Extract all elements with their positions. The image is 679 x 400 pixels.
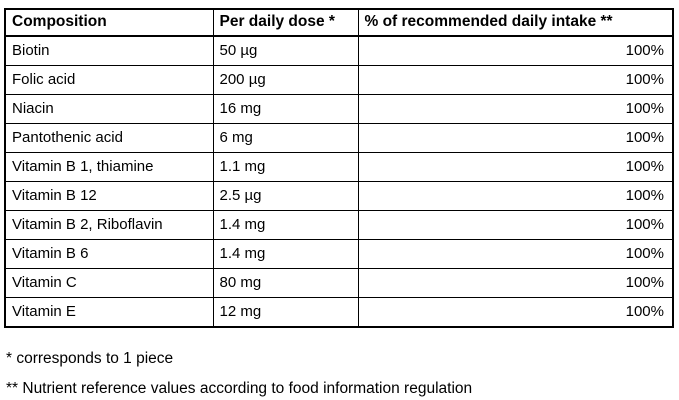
intake-cell: 100% [357, 65, 674, 95]
table-row: Pantothenic acid 6 mg 100% [4, 123, 674, 153]
intake-cell: 100% [357, 239, 674, 269]
nutrient-name-cell: Vitamin B 6 [4, 239, 214, 269]
nutrient-name-cell: Pantothenic acid [4, 123, 214, 153]
nutrient-name-cell: Biotin [4, 35, 214, 66]
intake-cell: 100% [357, 152, 674, 182]
header-per-daily-dose: Per daily dose * [212, 8, 359, 37]
footnote-dose: * corresponds to 1 piece [6, 350, 174, 367]
intake-cell: 100% [357, 297, 674, 328]
table-row: Vitamin B 12 2.5 µg 100% [4, 181, 674, 211]
table-row: Vitamin C 80 mg 100% [4, 268, 674, 298]
dose-cell: 16 mg [212, 94, 359, 124]
dose-cell: 1.4 mg [212, 210, 359, 240]
dose-cell: 2.5 µg [212, 181, 359, 211]
intake-cell: 100% [357, 35, 674, 66]
table-row: Niacin 16 mg 100% [4, 94, 674, 124]
intake-cell: 100% [357, 123, 674, 153]
nutrient-name-cell: Vitamin E [4, 297, 214, 328]
dose-cell: 1.1 mg [212, 152, 359, 182]
header-intake-percent: % of recommended daily intake ** [357, 8, 674, 37]
nutrient-name-cell: Vitamin C [4, 268, 214, 298]
dose-cell: 6 mg [212, 123, 359, 153]
composition-table-body: Biotin 50 µg 100% Folic acid 200 µg 100%… [4, 35, 674, 328]
table-row: Folic acid 200 µg 100% [4, 65, 674, 95]
header-row: Composition Per daily dose * % of recomm… [4, 8, 674, 37]
intake-cell: 100% [357, 94, 674, 124]
footnote-nutrient-reference: ** Nutrient reference values according t… [6, 380, 473, 397]
dose-cell: 50 µg [212, 35, 359, 66]
dose-cell: 200 µg [212, 65, 359, 95]
intake-cell: 100% [357, 210, 674, 240]
nutrient-name-cell: Vitamin B 1, thiamine [4, 152, 214, 182]
dose-cell: 1.4 mg [212, 239, 359, 269]
dose-cell: 12 mg [212, 297, 359, 328]
dose-cell: 80 mg [212, 268, 359, 298]
header-composition: Composition [4, 8, 214, 37]
composition-table-header: Composition Per daily dose * % of recomm… [4, 8, 674, 37]
nutrient-name-cell: Niacin [4, 94, 214, 124]
table-row: Vitamin B 1, thiamine 1.1 mg 100% [4, 152, 674, 182]
intake-cell: 100% [357, 181, 674, 211]
table-row: Vitamin B 2, Riboflavin 1.4 mg 100% [4, 210, 674, 240]
table-row: Biotin 50 µg 100% [4, 35, 674, 66]
intake-cell: 100% [357, 268, 674, 298]
nutrient-name-cell: Vitamin B 2, Riboflavin [4, 210, 214, 240]
nutrient-name-cell: Folic acid [4, 65, 214, 95]
composition-table: Composition Per daily dose * % of recomm… [4, 8, 674, 328]
nutrient-name-cell: Vitamin B 12 [4, 181, 214, 211]
table-row: Vitamin E 12 mg 100% [4, 297, 674, 328]
table-row: Vitamin B 6 1.4 mg 100% [4, 239, 674, 269]
footnotes: * corresponds to 1 piece ** Nutrient ref… [4, 349, 679, 398]
